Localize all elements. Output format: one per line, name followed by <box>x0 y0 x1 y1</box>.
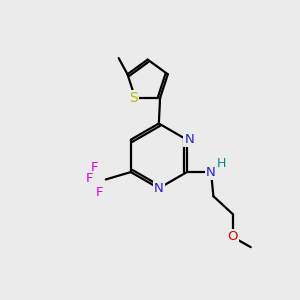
Text: H: H <box>217 157 226 170</box>
Text: N: N <box>206 166 216 178</box>
Text: N: N <box>154 182 164 195</box>
Text: F: F <box>95 186 103 199</box>
Text: N: N <box>184 133 194 146</box>
Text: F: F <box>91 160 98 174</box>
Text: O: O <box>227 230 238 243</box>
Text: S: S <box>129 91 138 105</box>
Text: F: F <box>86 172 93 185</box>
